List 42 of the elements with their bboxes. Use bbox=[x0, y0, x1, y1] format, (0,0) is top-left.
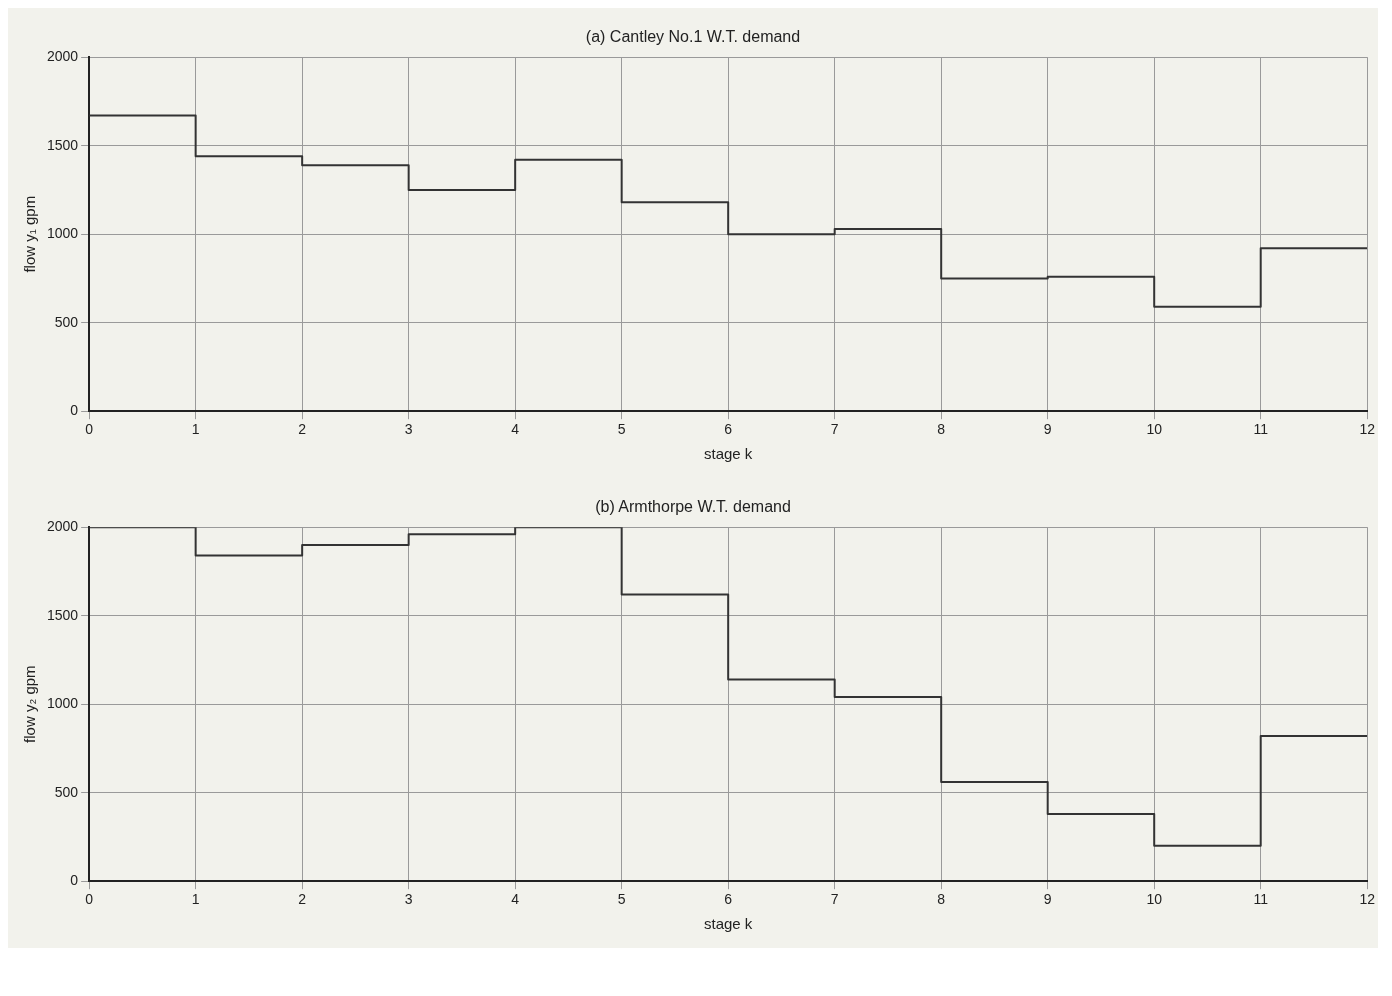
y-axis-title: flow y₁ gpm bbox=[21, 195, 39, 273]
chart-title: (b) Armthorpe W.T. demand bbox=[595, 498, 791, 516]
x-tick-label: 12 bbox=[1359, 891, 1376, 908]
x-tick-label: 7 bbox=[830, 421, 839, 438]
y-tick-label: 2000 bbox=[46, 48, 79, 65]
x-tick-label: 8 bbox=[937, 421, 946, 438]
x-tick-label: 8 bbox=[937, 891, 946, 908]
y-tick-label: 500 bbox=[54, 783, 79, 800]
x-tick-label: 0 bbox=[85, 891, 94, 908]
x-tick-label: 3 bbox=[404, 891, 413, 908]
y-tick-label: 0 bbox=[70, 872, 79, 889]
y-tick-label: 2000 bbox=[46, 518, 79, 535]
x-tick-label: 9 bbox=[1043, 891, 1052, 908]
x-axis-title: stage k bbox=[703, 445, 753, 463]
x-tick-label: 6 bbox=[724, 891, 733, 908]
y-tick-label: 0 bbox=[70, 402, 79, 419]
x-tick-label: 4 bbox=[511, 891, 520, 908]
x-tick-label: 12 bbox=[1359, 421, 1376, 438]
y-tick-label: 1500 bbox=[46, 606, 79, 623]
x-tick-label: 5 bbox=[617, 421, 626, 438]
x-tick-label: 11 bbox=[1253, 421, 1269, 438]
x-tick-label: 1 bbox=[191, 421, 200, 438]
x-tick-label: 10 bbox=[1146, 891, 1163, 908]
x-tick-label: 5 bbox=[617, 891, 626, 908]
x-tick-label: 9 bbox=[1043, 421, 1052, 438]
x-tick-label: 6 bbox=[724, 421, 733, 438]
y-tick-label: 500 bbox=[54, 313, 79, 330]
x-tick-label: 0 bbox=[85, 421, 94, 438]
y-axis-title: flow y₂ gpm bbox=[21, 665, 39, 743]
x-tick-label: 7 bbox=[830, 891, 839, 908]
y-tick-label: 1000 bbox=[46, 695, 79, 712]
x-axis-title: stage k bbox=[703, 915, 753, 933]
x-tick-label: 2 bbox=[298, 421, 307, 438]
x-tick-label: 3 bbox=[404, 421, 413, 438]
x-tick-label: 10 bbox=[1146, 421, 1163, 438]
x-tick-label: 4 bbox=[511, 421, 520, 438]
x-tick-label: 1 bbox=[191, 891, 200, 908]
y-tick-label: 1500 bbox=[46, 136, 79, 153]
x-tick-label: 11 bbox=[1253, 891, 1269, 908]
chart-title: (a) Cantley No.1 W.T. demand bbox=[585, 28, 801, 46]
y-tick-label: 1000 bbox=[46, 225, 79, 242]
x-tick-label: 2 bbox=[298, 891, 307, 908]
